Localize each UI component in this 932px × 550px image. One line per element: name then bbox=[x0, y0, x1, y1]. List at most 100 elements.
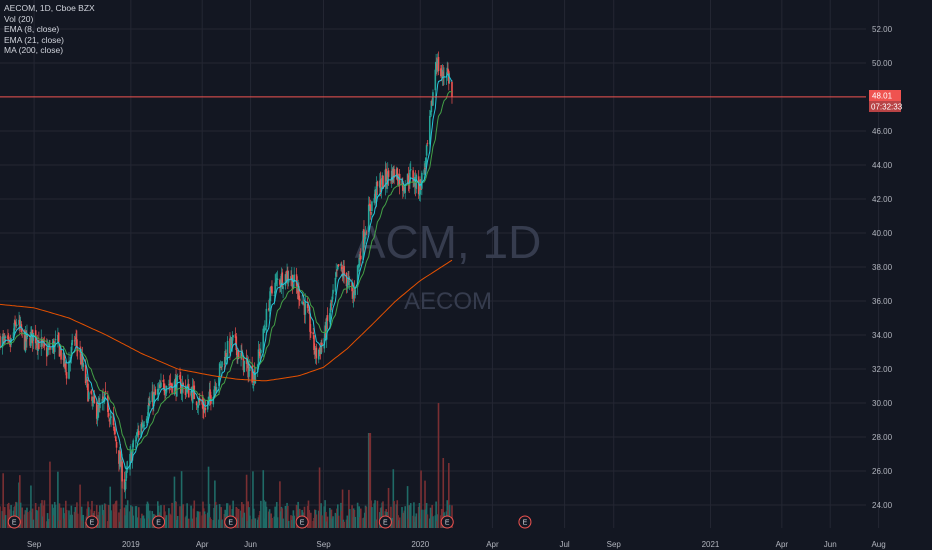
volume-bar bbox=[237, 508, 240, 528]
volume-bar bbox=[187, 518, 190, 528]
earnings-marker[interactable]: E bbox=[440, 515, 454, 529]
volume-bar bbox=[387, 487, 390, 528]
candle-body bbox=[156, 388, 159, 395]
volume-bar bbox=[65, 509, 68, 528]
candle-body bbox=[131, 449, 134, 461]
candle-body bbox=[259, 351, 261, 356]
candle-body bbox=[329, 303, 332, 313]
candle-body bbox=[57, 332, 60, 342]
candle-body bbox=[365, 232, 368, 234]
candle-body bbox=[224, 350, 226, 364]
candle-body bbox=[0, 335, 1, 348]
candle-body bbox=[363, 229, 365, 244]
legend-volume[interactable]: Vol (20) bbox=[4, 13, 34, 24]
volume-bar bbox=[171, 502, 173, 528]
volume-bar bbox=[265, 506, 268, 528]
earnings-marker[interactable]: E bbox=[295, 515, 309, 529]
candle-body bbox=[442, 71, 445, 77]
earnings-marker[interactable]: E bbox=[85, 515, 99, 529]
candle-body bbox=[434, 69, 437, 91]
legend-ema21[interactable]: EMA (21, close) bbox=[4, 34, 64, 45]
candle-body bbox=[176, 376, 179, 378]
volume-bar bbox=[41, 500, 43, 528]
earnings-marker[interactable]: E bbox=[518, 515, 532, 529]
candle-body bbox=[124, 481, 127, 491]
candle-body bbox=[312, 332, 315, 335]
volume-bar bbox=[406, 486, 409, 528]
candle-body bbox=[140, 424, 142, 438]
volume-bar bbox=[308, 510, 311, 528]
candle-body bbox=[91, 396, 93, 401]
candle-body bbox=[352, 291, 355, 299]
candle-body bbox=[287, 278, 290, 283]
candle-body bbox=[271, 286, 273, 294]
candle-body bbox=[24, 331, 27, 352]
candle-body bbox=[3, 336, 5, 339]
candle-body bbox=[295, 274, 298, 287]
legend-symbol[interactable]: AECOM, 1D, Cboe BZX bbox=[4, 3, 95, 13]
volume-bar bbox=[193, 500, 196, 528]
earnings-marker[interactable]: E bbox=[152, 515, 166, 529]
candle-body bbox=[317, 349, 320, 360]
candle-body bbox=[396, 168, 399, 180]
earnings-marker[interactable]: E bbox=[7, 515, 21, 529]
candle-body bbox=[387, 170, 390, 177]
volume-bar bbox=[54, 504, 57, 528]
candle-body bbox=[398, 173, 401, 186]
volume-bar bbox=[241, 501, 243, 528]
candle-body bbox=[163, 383, 165, 392]
volume-bar bbox=[4, 515, 7, 528]
candle-body bbox=[142, 425, 145, 427]
candle-body bbox=[149, 400, 151, 404]
legend-ma200[interactable]: MA (200, close) bbox=[4, 45, 64, 55]
volume-bar bbox=[243, 512, 246, 528]
volume-bar bbox=[432, 516, 434, 528]
candle-body bbox=[364, 233, 367, 236]
price-tick-label: 52.00 bbox=[872, 25, 893, 34]
candle-body bbox=[298, 286, 300, 301]
volume-bar bbox=[409, 503, 412, 528]
volume-bar bbox=[274, 506, 276, 528]
candle-body bbox=[298, 298, 301, 301]
candle-body bbox=[393, 168, 395, 178]
candle-body bbox=[382, 175, 384, 189]
price-tick-label: 24.00 bbox=[872, 501, 893, 510]
candle-body bbox=[243, 360, 246, 373]
earnings-marker[interactable]: E bbox=[378, 515, 392, 529]
candle-body bbox=[114, 436, 117, 442]
time-axis[interactable]: Sep 2019 Apr Jun Sep 2020 Apr Jul Sep 2021 Apr Jun A… bbox=[27, 540, 886, 549]
candle-body bbox=[218, 363, 221, 377]
volume-bar bbox=[376, 500, 379, 528]
price-tick-label: 46.00 bbox=[872, 127, 893, 136]
candle-body bbox=[169, 382, 172, 385]
volume-bar bbox=[179, 506, 181, 528]
candle-body bbox=[225, 352, 227, 357]
volume-bar bbox=[49, 461, 51, 528]
candle-body bbox=[34, 330, 37, 344]
candlestick-series[interactable] bbox=[0, 51, 453, 499]
legend-ema8[interactable]: EMA (8, close) bbox=[4, 24, 60, 34]
candle-body bbox=[4, 336, 7, 338]
price-axis[interactable]: 24.00 26.00 28.00 30.00 32.00 34.00 36.00 38.00… bbox=[872, 25, 893, 510]
candle-body bbox=[101, 398, 104, 404]
candle-body bbox=[182, 383, 184, 386]
volume-bar bbox=[143, 518, 146, 528]
volume-bar bbox=[356, 502, 359, 528]
candle-body bbox=[275, 278, 278, 280]
candle-body bbox=[46, 347, 49, 355]
volume-bar bbox=[2, 473, 4, 528]
candle-body bbox=[248, 369, 250, 377]
candle-body bbox=[114, 428, 116, 435]
volume-bar bbox=[354, 516, 357, 528]
candle-body bbox=[302, 303, 304, 305]
volume-bar bbox=[71, 514, 73, 528]
candle-body bbox=[430, 100, 433, 113]
earnings-marker[interactable]: E bbox=[224, 515, 238, 529]
candle-body bbox=[337, 264, 340, 266]
candle-body bbox=[74, 339, 77, 341]
candle-body bbox=[332, 289, 334, 294]
volume-bar bbox=[232, 500, 234, 528]
candle-body bbox=[14, 320, 16, 325]
